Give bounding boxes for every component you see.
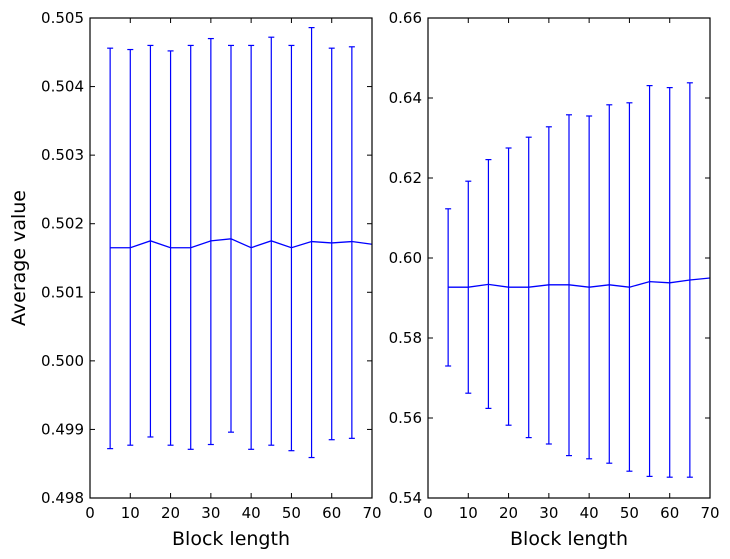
y-tick-label: 0.503 — [41, 146, 84, 164]
y-tick-label: 0.64 — [389, 89, 422, 107]
x-tick-label: 70 — [700, 504, 719, 522]
y-tick-label: 0.499 — [41, 420, 84, 438]
x-axis-label: Block length — [172, 528, 290, 550]
y-tick-label: 0.62 — [389, 169, 422, 187]
x-tick-label: 50 — [620, 504, 639, 522]
y-tick-label: 0.498 — [41, 489, 84, 507]
x-tick-label: 30 — [201, 504, 220, 522]
x-tick-label: 40 — [242, 504, 261, 522]
x-tick-label: 0 — [423, 504, 433, 522]
series-line — [448, 277, 711, 288]
x-tick-label: 70 — [362, 504, 381, 522]
x-tick-label: 0 — [85, 504, 95, 522]
x-tick-label: 20 — [499, 504, 518, 522]
x-axis-label: Block length — [510, 528, 628, 550]
y-tick-label: 0.66 — [389, 9, 422, 27]
y-tick-label: 0.60 — [389, 249, 422, 267]
x-tick-label: 10 — [121, 504, 140, 522]
y-tick-label: 0.58 — [389, 329, 422, 347]
x-tick-label: 10 — [459, 504, 478, 522]
series-line — [110, 238, 373, 249]
y-tick-label: 0.54 — [389, 489, 422, 507]
y-tick-label: 0.505 — [41, 9, 84, 27]
x-tick-label: 60 — [660, 504, 679, 522]
x-tick-label: 50 — [282, 504, 301, 522]
y-tick-label: 0.56 — [389, 409, 422, 427]
subplot-2: 0 10 20 30 40 50 60 70 0.54 0.56 0.58 0.60 0.62 0.64 0… — [389, 9, 720, 550]
y-axis-label: Average value — [8, 190, 30, 326]
y-tick-label: 0.502 — [41, 215, 84, 233]
x-tick-label: 40 — [580, 504, 599, 522]
x-tick-label: 60 — [322, 504, 341, 522]
y-tick-label: 0.504 — [41, 78, 84, 96]
x-tick-label: 20 — [161, 504, 180, 522]
subplot-1: 0 10 20 30 40 50 60 70 0.498 0.499 0.500 0.501 0.502… — [8, 9, 382, 550]
axes-frame — [89, 17, 373, 499]
y-tick-label: 0.500 — [41, 352, 84, 370]
y-tick-label: 0.501 — [41, 283, 84, 301]
x-tick-label: 30 — [539, 504, 558, 522]
